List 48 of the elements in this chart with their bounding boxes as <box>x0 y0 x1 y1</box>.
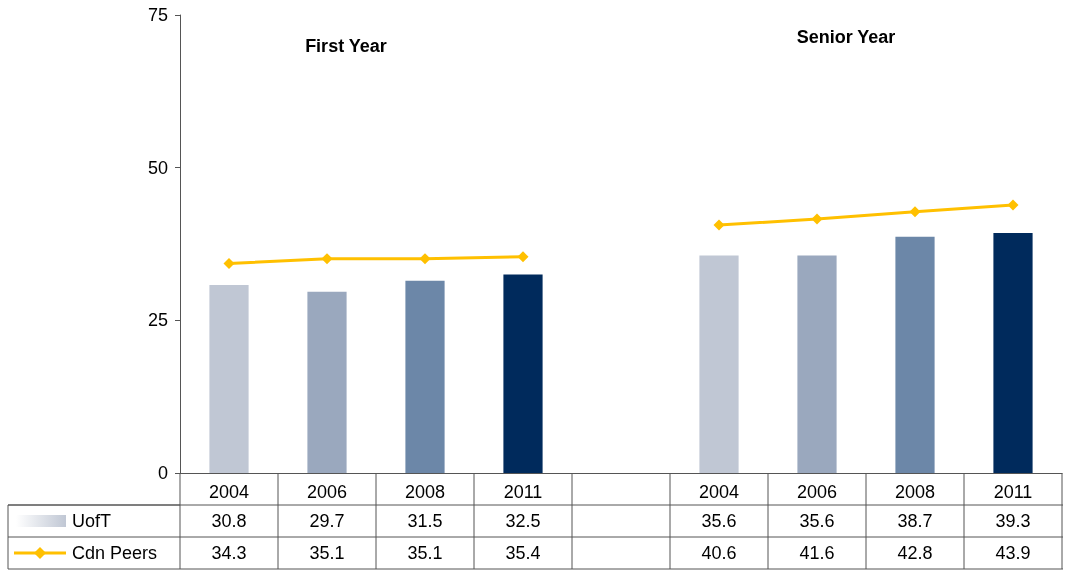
data-label: 32.5 <box>505 511 541 531</box>
data-label: 42.8 <box>897 543 933 563</box>
x-tick-label: 2004 <box>698 482 740 502</box>
data-label: 35.4 <box>505 543 541 563</box>
bar <box>405 280 445 473</box>
bar <box>797 255 837 473</box>
x-tick-label: 2004 <box>208 482 250 502</box>
data-label: 35.6 <box>799 511 835 531</box>
data-label: 34.3 <box>211 543 247 563</box>
point <box>1007 199 1019 211</box>
bar <box>699 255 739 473</box>
point <box>223 258 235 270</box>
y-tick-label: 50 <box>147 157 168 178</box>
bar <box>503 274 543 473</box>
point <box>909 206 921 218</box>
bar <box>895 236 935 473</box>
x-tick-label: 2008 <box>404 482 446 502</box>
y-tick-label: 75 <box>147 5 168 25</box>
data-label: 38.7 <box>897 511 933 531</box>
data-label: 40.6 <box>701 543 737 563</box>
x-tick-label: 2006 <box>306 482 348 502</box>
point <box>517 251 529 263</box>
legend-label: UofT <box>72 511 112 531</box>
point <box>713 219 725 231</box>
point <box>811 213 823 225</box>
data-label: 39.3 <box>995 511 1031 531</box>
y-tick-label: 0 <box>157 463 168 483</box>
y-tick-label: 25 <box>147 310 168 331</box>
legend-label: Cdn Peers <box>72 543 158 563</box>
x-tick-label: 2008 <box>894 482 936 502</box>
data-label: 30.8 <box>211 511 247 531</box>
data-label: 35.6 <box>701 511 737 531</box>
annotation: First Year <box>305 36 387 56</box>
data-label: 35.1 <box>309 543 345 563</box>
point <box>321 253 333 265</box>
x-tick-label: 2006 <box>796 482 838 502</box>
bar <box>993 233 1033 473</box>
annotation: Senior Year <box>796 27 896 47</box>
point <box>419 253 431 265</box>
data-label: 29.7 <box>309 511 345 531</box>
data-label: 43.9 <box>995 543 1031 563</box>
data-label: 41.6 <box>799 543 835 563</box>
data-label: 31.5 <box>407 511 443 531</box>
x-tick-label: 2011 <box>993 482 1033 502</box>
bar <box>209 284 249 473</box>
x-tick-label: 2011 <box>503 482 543 502</box>
data-label: 35.1 <box>407 543 443 563</box>
bar <box>307 291 347 473</box>
